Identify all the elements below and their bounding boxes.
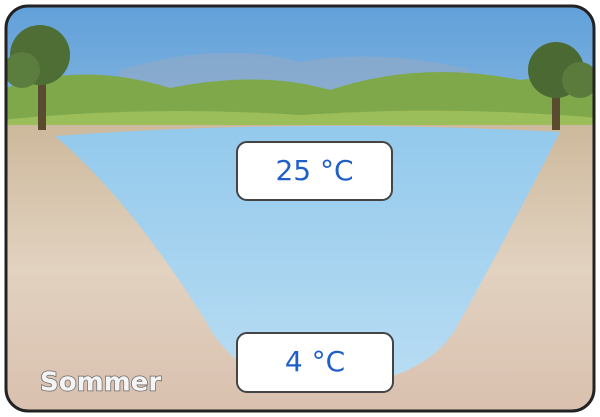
season-label: Sommer [40, 368, 161, 398]
lake-illustration: 25 °C 4 °C Sommer [0, 0, 600, 417]
surface-temperature: 25 °C [275, 154, 353, 187]
bottom-temperature: 4 °C [285, 345, 345, 378]
